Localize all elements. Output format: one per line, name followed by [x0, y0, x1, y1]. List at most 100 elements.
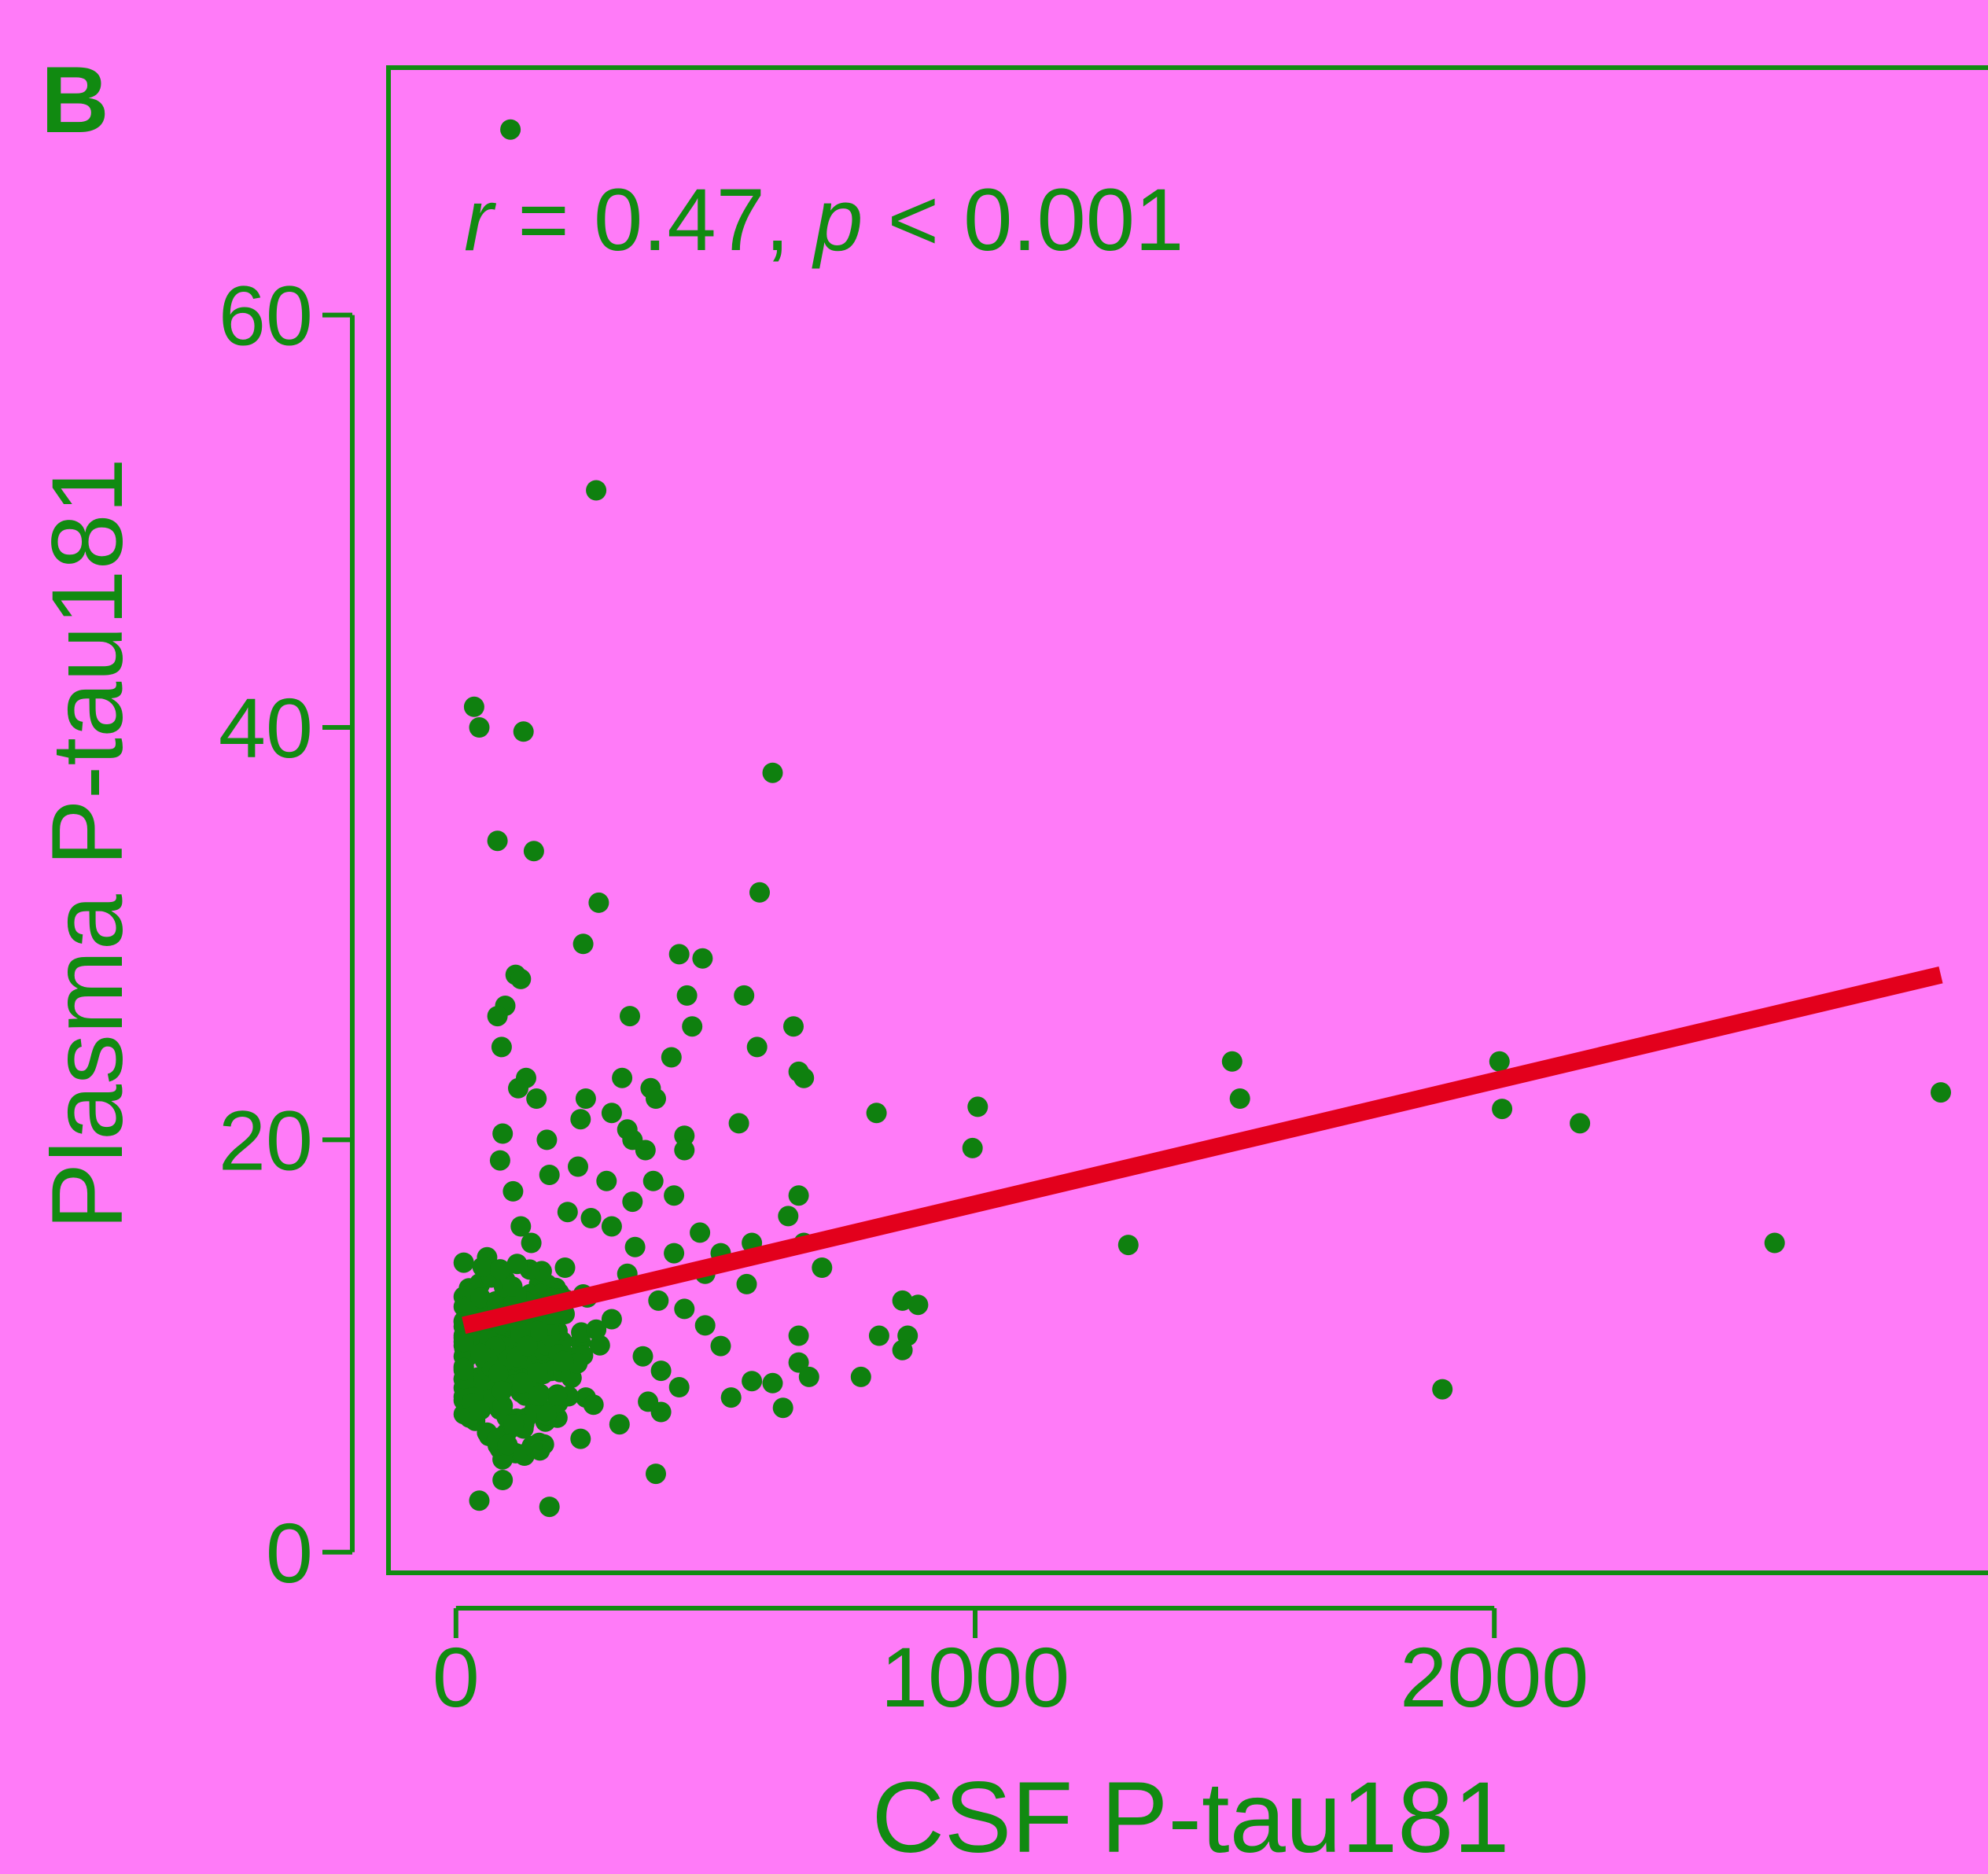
scatter-point	[651, 1360, 672, 1381]
scatter-point	[692, 948, 712, 969]
scatter-point	[473, 1257, 493, 1277]
scatter-point	[517, 1336, 538, 1357]
scatter-point	[514, 721, 534, 742]
scatter-point	[674, 1140, 694, 1161]
x-axis-label: CSF P-tau181	[871, 1762, 1509, 1874]
y-tick-label: 60	[219, 268, 313, 363]
scatter-point	[682, 1016, 702, 1036]
scatter-point	[469, 717, 490, 738]
x-tick-label: 2000	[1400, 1629, 1589, 1725]
scatter-point	[570, 1109, 591, 1129]
y-tick-label: 20	[219, 1092, 313, 1187]
scatter-point	[492, 1470, 513, 1490]
scatter-point	[695, 1315, 716, 1335]
scatter-point	[521, 1233, 542, 1254]
scatter-point	[454, 1331, 474, 1352]
scatter-point	[1432, 1379, 1452, 1400]
scatter-point	[488, 1364, 509, 1384]
r-value-text: = 0.47,	[493, 171, 814, 269]
scatter-point	[469, 1490, 490, 1511]
scatter-point	[526, 1088, 547, 1109]
scatter-point	[749, 882, 770, 903]
scatter-point	[893, 1340, 913, 1360]
p-value-text: < 0.001	[863, 171, 1184, 269]
scatter-point	[773, 1397, 793, 1418]
scatter-point	[536, 1129, 557, 1150]
scatter-point	[646, 1088, 666, 1109]
scatter-point	[576, 1088, 596, 1109]
scatter-point	[602, 1103, 622, 1123]
scatter-point	[490, 1151, 510, 1171]
r-symbol: r	[464, 171, 497, 269]
scatter-point	[812, 1257, 832, 1278]
scatter-point	[503, 1276, 523, 1297]
scatter-point	[581, 1208, 602, 1228]
y-tick-label: 0	[266, 1505, 313, 1600]
scatter-point	[907, 1294, 928, 1315]
scatter-point	[454, 1360, 474, 1380]
scatter-point	[742, 1371, 762, 1391]
scatter-point	[793, 1068, 814, 1088]
scatter-point	[609, 1414, 630, 1434]
scatter-point	[503, 1414, 524, 1434]
scatter-point	[633, 1346, 653, 1367]
scatter-point	[554, 1351, 574, 1371]
scatter-point	[491, 1381, 512, 1401]
scatter-point	[470, 1344, 491, 1364]
scatter-point	[539, 1497, 560, 1517]
scatter-point	[1570, 1113, 1590, 1133]
scatter-point	[963, 1138, 983, 1158]
correlation-annotation: r = 0.47, p < 0.001	[464, 171, 1184, 269]
scatter-point	[643, 1171, 664, 1191]
scatter-point	[488, 830, 508, 851]
scatter-point	[747, 1036, 768, 1057]
panel-label: B	[41, 47, 109, 153]
scatter-point	[851, 1367, 871, 1387]
scatter-point	[620, 1006, 640, 1026]
scatter-point	[867, 1103, 887, 1123]
scatter-point	[648, 1290, 668, 1311]
scatter-point	[464, 697, 484, 717]
p-symbol: p	[812, 171, 863, 269]
scatter-point	[612, 1068, 632, 1088]
scatter-point	[1931, 1082, 1951, 1103]
scatter-point	[763, 1373, 783, 1394]
scatter-point	[789, 1185, 809, 1206]
scatter-point	[586, 480, 606, 501]
scatter-point	[570, 1429, 591, 1449]
scatter-point	[1118, 1235, 1139, 1255]
scatter-point	[646, 1463, 666, 1484]
scatter-point	[778, 1206, 798, 1226]
scatter-point	[622, 1191, 642, 1212]
scatter-point	[558, 1202, 578, 1222]
scatter-point	[664, 1185, 684, 1206]
scatter-point	[602, 1217, 622, 1237]
scatter-point	[1489, 1051, 1510, 1072]
scatter-point	[508, 1078, 528, 1099]
scatter-point	[492, 1124, 513, 1144]
scatter-point	[635, 1140, 656, 1161]
scatter-point	[488, 1006, 508, 1026]
scatter-point	[555, 1257, 576, 1278]
scatter-point	[789, 1326, 809, 1346]
scatter-point	[1230, 1088, 1250, 1109]
scatter-point	[1222, 1051, 1242, 1072]
scatter-point	[651, 1402, 672, 1423]
scatter-point	[729, 1113, 749, 1133]
y-tick-label: 40	[219, 680, 313, 775]
scatter-point	[454, 1253, 474, 1273]
scatter-point	[584, 1394, 604, 1415]
scatter-point	[524, 841, 544, 861]
x-tick-label: 1000	[881, 1629, 1069, 1725]
scatter-point	[763, 763, 783, 783]
scatter-point	[528, 1386, 549, 1406]
scatter-point	[547, 1386, 567, 1406]
scatter-point	[737, 1274, 757, 1294]
scatter-point	[586, 1320, 606, 1340]
scatter-point	[588, 893, 609, 913]
scatter-point	[869, 1326, 889, 1346]
scatter-point	[669, 1377, 690, 1397]
scatter-point	[491, 1036, 512, 1057]
scatter-point	[500, 120, 521, 140]
scatter-point	[490, 1259, 510, 1279]
